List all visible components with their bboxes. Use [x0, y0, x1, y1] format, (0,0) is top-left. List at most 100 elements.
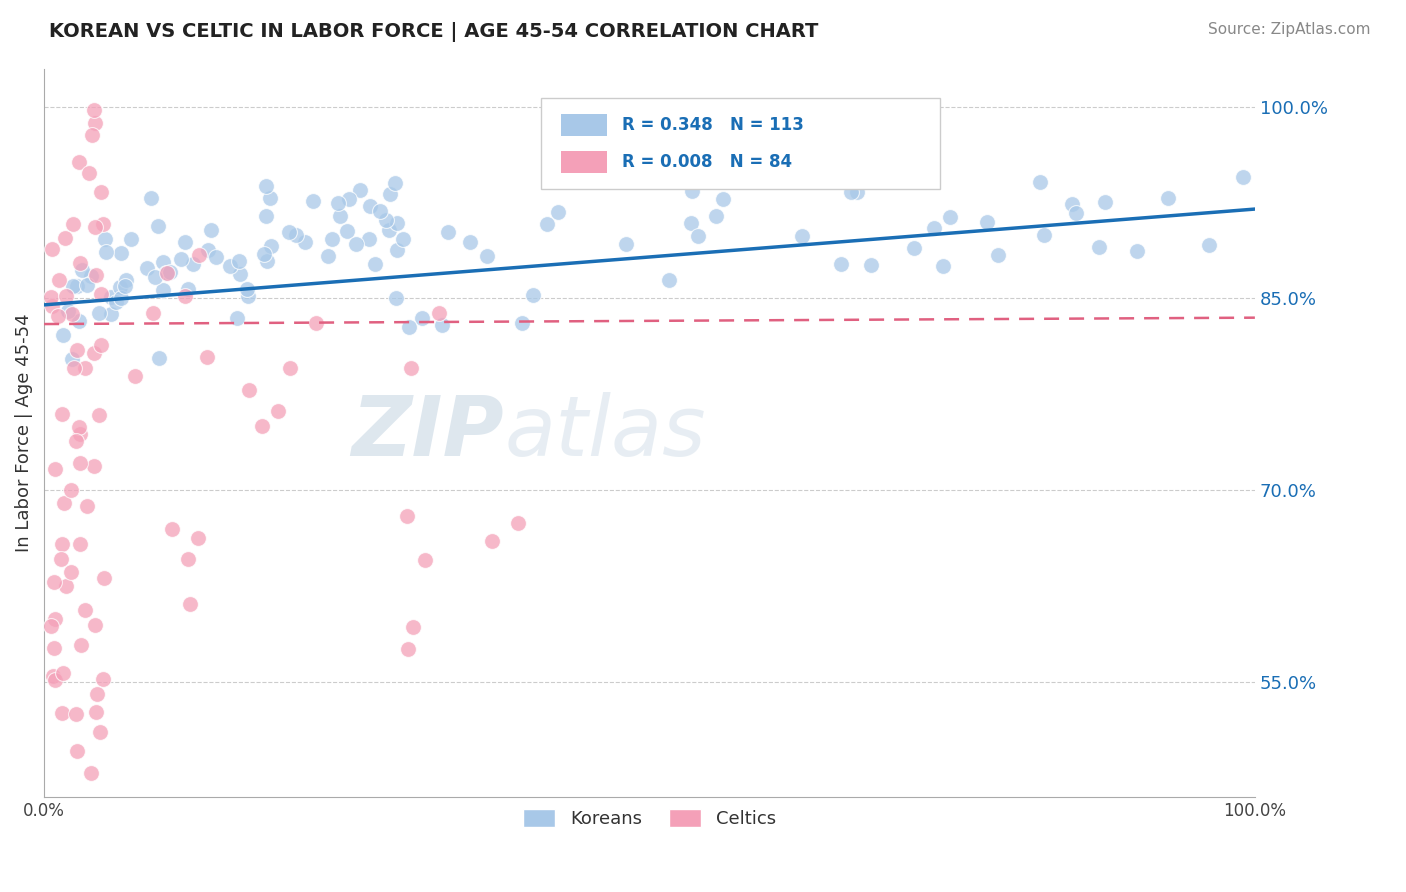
Point: [173, 288, 195, 302]
Point: [124, 369, 146, 384]
Point: [830, 256, 852, 270]
Point: [84, 116, 107, 130]
Point: [337, 192, 360, 206]
Point: [547, 204, 569, 219]
Point: [368, 203, 391, 218]
Point: [62, 217, 84, 231]
Point: [79, 269, 101, 284]
Point: [82, 128, 104, 143]
Point: [110, 245, 132, 260]
Point: [704, 210, 727, 224]
Point: [84, 268, 107, 283]
Point: [65, 434, 87, 448]
Point: [256, 254, 278, 268]
Point: [846, 185, 869, 199]
Point: [69, 427, 91, 442]
Point: [72, 262, 94, 277]
Point: [100, 307, 122, 321]
Point: [69, 255, 91, 269]
Point: [329, 209, 352, 223]
Point: [59, 483, 82, 497]
Point: [932, 259, 955, 273]
Point: [458, 235, 481, 250]
Point: [430, 318, 453, 333]
Point: [108, 280, 131, 294]
Text: R = 0.008   N = 84: R = 0.008 N = 84: [621, 153, 792, 170]
Point: [52, 496, 75, 510]
Point: [267, 403, 290, 417]
Point: [67, 314, 90, 328]
Point: [93, 571, 115, 585]
Point: [411, 311, 433, 326]
Point: [41, 668, 63, 682]
Point: [859, 258, 882, 272]
Point: [250, 419, 273, 434]
Point: [65, 278, 87, 293]
Point: [187, 531, 209, 545]
Point: [44, 612, 66, 626]
Point: [179, 597, 201, 611]
Point: [76, 278, 98, 293]
Point: [939, 210, 962, 224]
Point: [477, 249, 499, 263]
Point: [148, 219, 170, 233]
Point: [110, 291, 132, 305]
Point: [238, 383, 260, 397]
Point: [53, 230, 76, 244]
Point: [359, 199, 381, 213]
Point: [152, 255, 174, 269]
Point: [90, 286, 112, 301]
Point: [384, 176, 406, 190]
Point: [84, 705, 107, 719]
Point: [87, 306, 110, 320]
Point: [48, 273, 70, 287]
Point: [44, 462, 66, 476]
Point: [181, 257, 204, 271]
Point: [90, 338, 112, 352]
Point: [55, 289, 77, 303]
Point: [89, 725, 111, 739]
Point: [51, 706, 73, 720]
Point: [52, 328, 75, 343]
Point: [44, 641, 66, 656]
Point: [73, 603, 96, 617]
Point: [903, 241, 925, 255]
Point: [205, 250, 228, 264]
Point: [378, 223, 401, 237]
Point: [46, 309, 69, 323]
Point: [302, 194, 325, 208]
Point: [839, 185, 862, 199]
Point: [39, 619, 62, 633]
Point: [614, 237, 637, 252]
Point: [344, 237, 367, 252]
Point: [195, 350, 218, 364]
Point: [142, 306, 165, 320]
Legend: Koreans, Celtics: Koreans, Celtics: [516, 801, 783, 835]
Point: [41, 242, 63, 256]
Point: [200, 223, 222, 237]
Bar: [561, 151, 607, 173]
Point: [62, 279, 84, 293]
Point: [70, 638, 93, 652]
Point: [924, 220, 946, 235]
Point: [259, 191, 281, 205]
Text: R = 0.348   N = 113: R = 0.348 N = 113: [621, 116, 803, 135]
Point: [52, 666, 75, 681]
Point: [253, 247, 276, 261]
Point: [1126, 244, 1149, 258]
Point: [177, 282, 200, 296]
Point: [66, 343, 89, 357]
Point: [318, 248, 340, 262]
Point: [84, 617, 107, 632]
Point: [814, 169, 837, 184]
Point: [55, 578, 77, 592]
Point: [398, 319, 420, 334]
Point: [627, 146, 650, 161]
Point: [402, 620, 425, 634]
Point: [1064, 206, 1087, 220]
Point: [51, 552, 73, 566]
Point: [219, 260, 242, 274]
Point: [508, 516, 530, 531]
Point: [94, 245, 117, 260]
Point: [396, 508, 419, 523]
